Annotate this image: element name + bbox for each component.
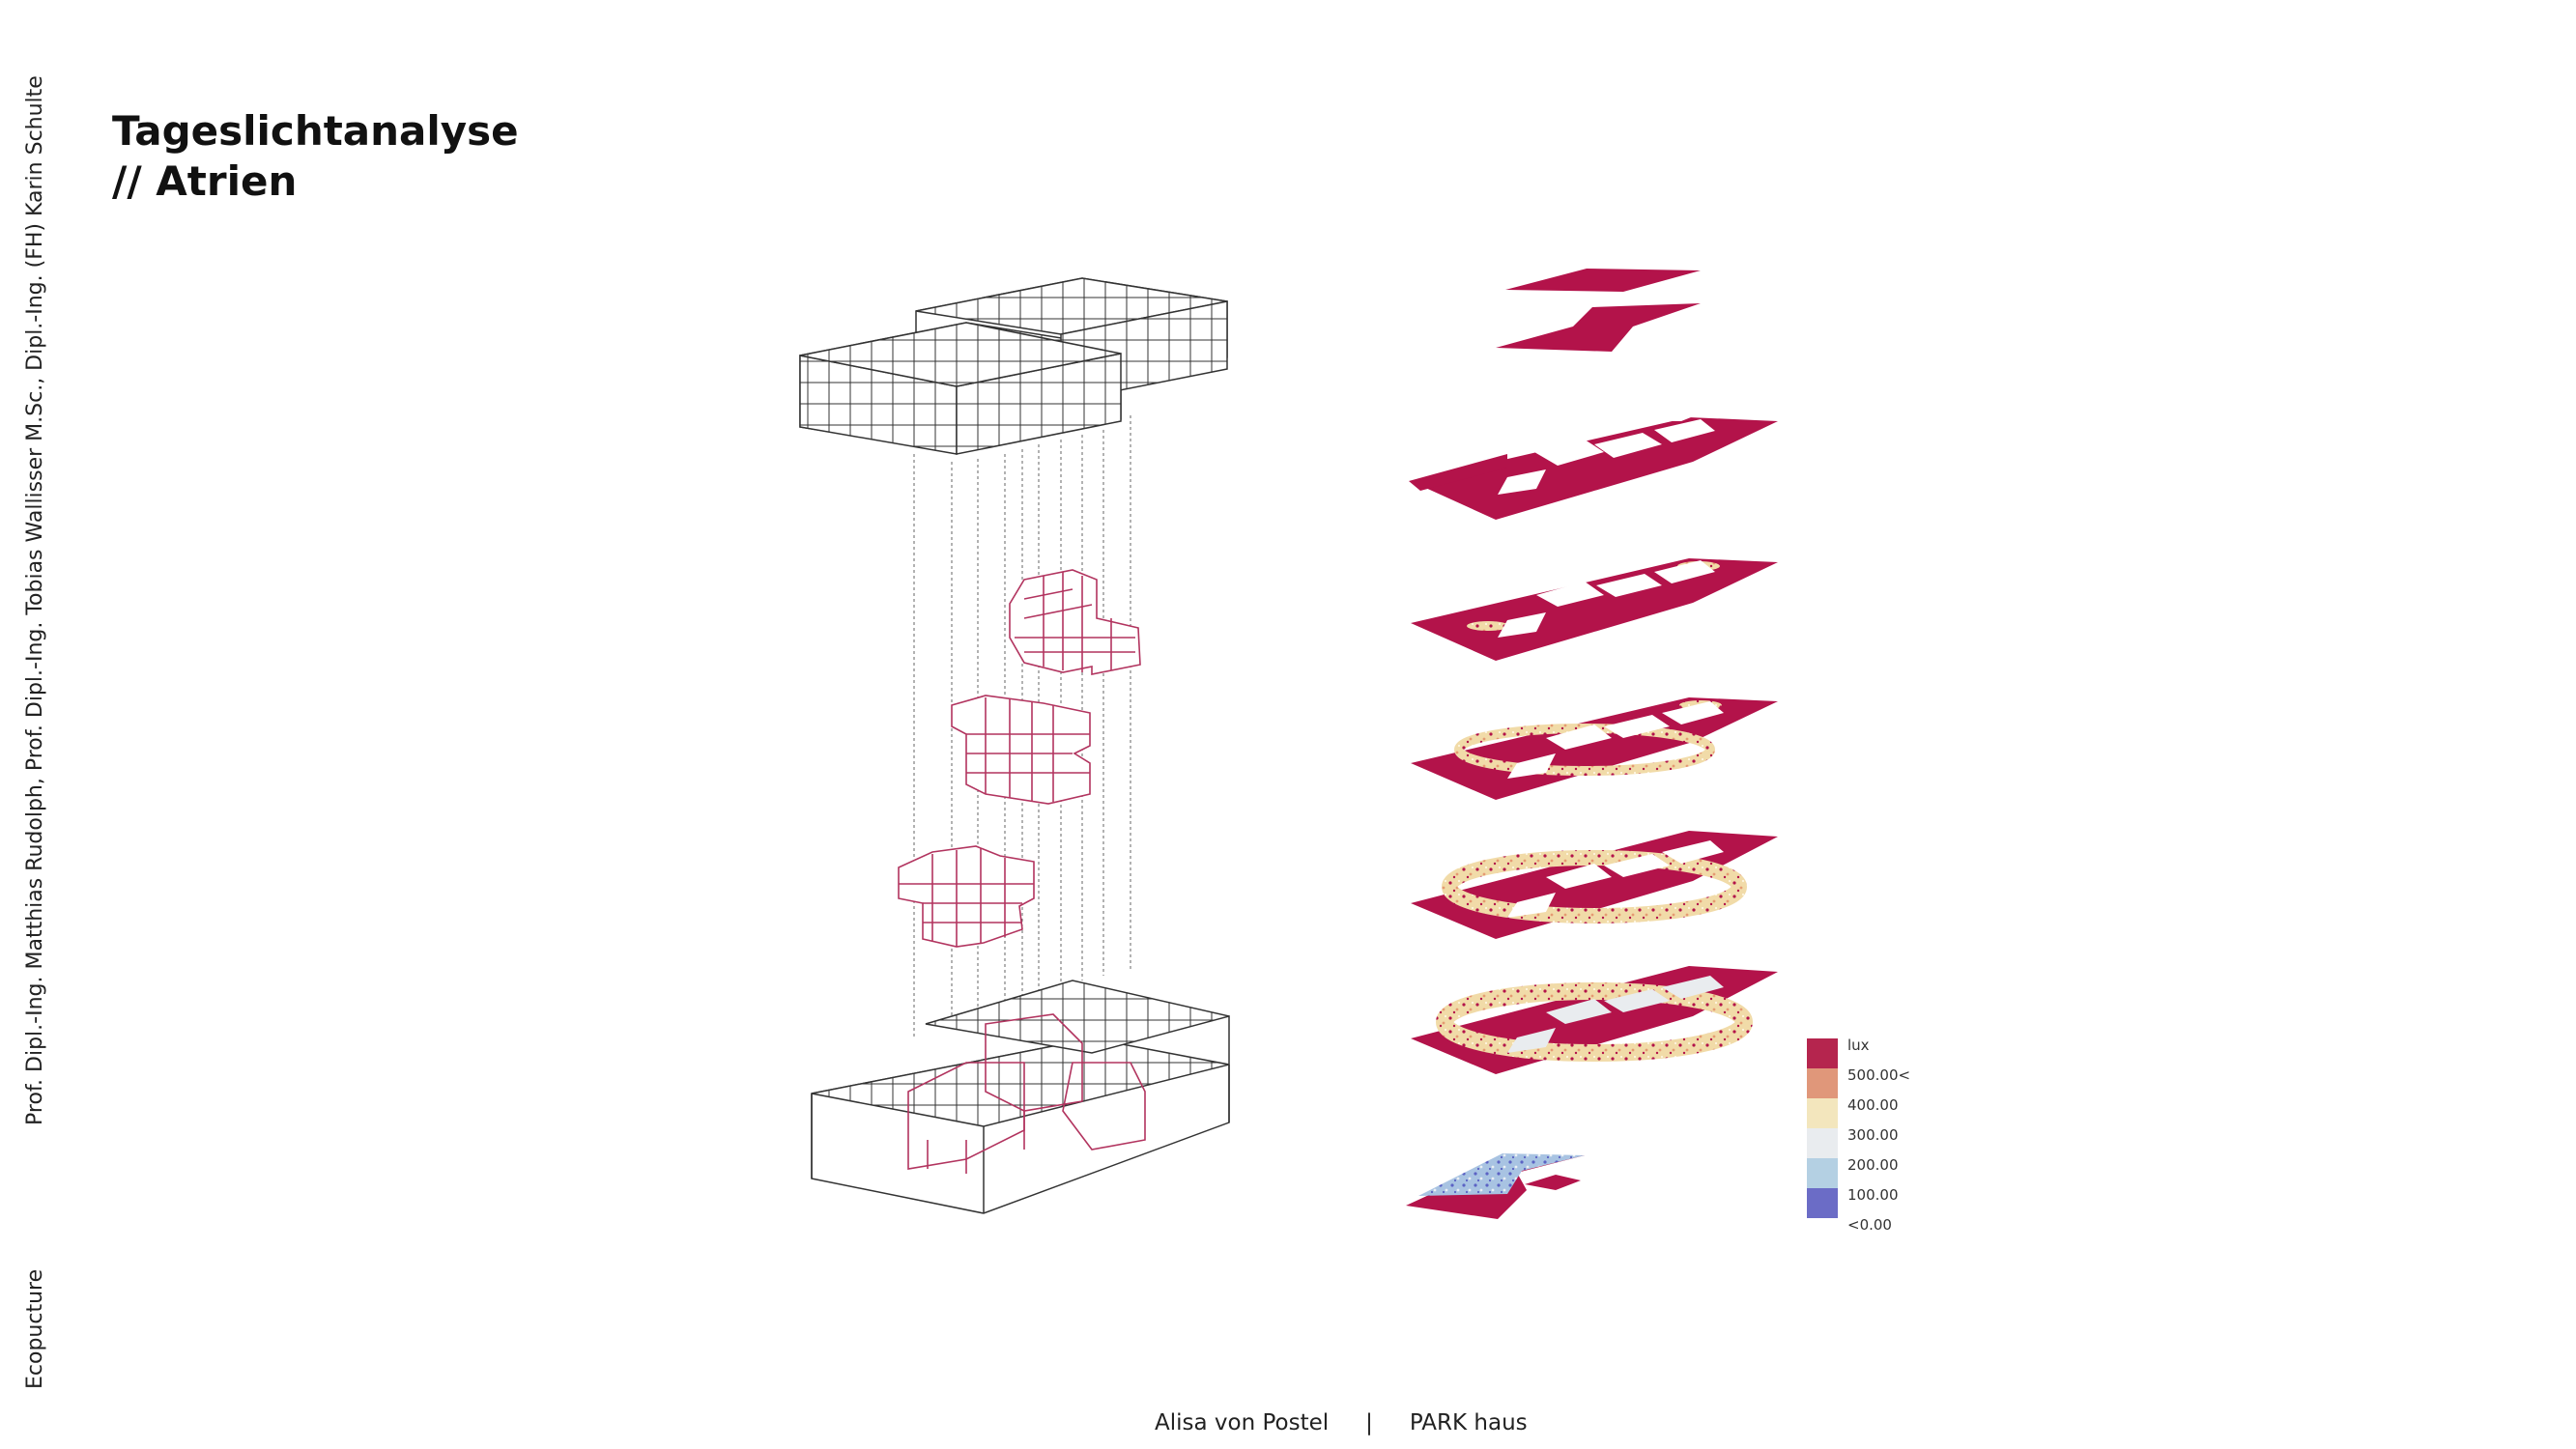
floor-plate-6 [1411, 966, 1778, 1074]
footer: Alisa von Postel | PARK haus [1155, 1410, 1528, 1435]
legend-row: <0.00 [1807, 1216, 2000, 1248]
legend-swatch [1807, 1098, 1838, 1128]
floor-plate-3 [1411, 558, 1778, 661]
legend-swatch [1807, 1188, 1838, 1218]
legend-label: 400.00 [1847, 1096, 1899, 1114]
floor-plate-5 [1411, 831, 1778, 939]
atrium-module-2 [951, 695, 1091, 805]
page-title: Tageslichtanalyse // Atrien [112, 106, 519, 207]
legend-swatch [1807, 1068, 1838, 1098]
legend-row: 500.00< [1807, 1066, 2000, 1098]
title-line-1: Tageslichtanalyse [112, 107, 519, 155]
legend-label-unit: lux [1847, 1037, 1870, 1054]
legend-label: 100.00 [1847, 1186, 1899, 1204]
base-block [811, 980, 1230, 1214]
legend-label: <0.00 [1847, 1216, 1892, 1234]
legend-row: 100.00 [1807, 1186, 2000, 1218]
footer-author: Alisa von Postel [1155, 1410, 1330, 1435]
top-block [799, 277, 1228, 455]
legend-swatch-unit [1807, 1038, 1838, 1068]
atrium-module-3 [898, 845, 1035, 948]
isometric-model [799, 277, 1230, 1214]
floor-plates [1406, 269, 1778, 1219]
legend-swatch [1807, 1128, 1838, 1158]
legend-row: 300.00 [1807, 1126, 2000, 1158]
floor-plate-1 [1496, 269, 1701, 352]
legend-label: 500.00< [1847, 1066, 1911, 1084]
legend-row: 400.00 [1807, 1096, 2000, 1128]
footer-separator: | [1365, 1410, 1373, 1435]
legend-row-unit: lux [1807, 1037, 2000, 1068]
legend-swatch [1807, 1158, 1838, 1188]
floor-plate-4 [1411, 697, 1778, 800]
floor-plate-7 [1406, 1153, 1585, 1219]
legend-label: 200.00 [1847, 1156, 1899, 1174]
legend-row: 200.00 [1807, 1156, 2000, 1188]
footer-project: PARK haus [1409, 1410, 1528, 1435]
atrium-module-1 [1009, 569, 1141, 675]
legend-label: 300.00 [1847, 1126, 1899, 1144]
floor-plate-2 [1409, 406, 1778, 520]
title-line-2: // Atrien [112, 157, 298, 205]
